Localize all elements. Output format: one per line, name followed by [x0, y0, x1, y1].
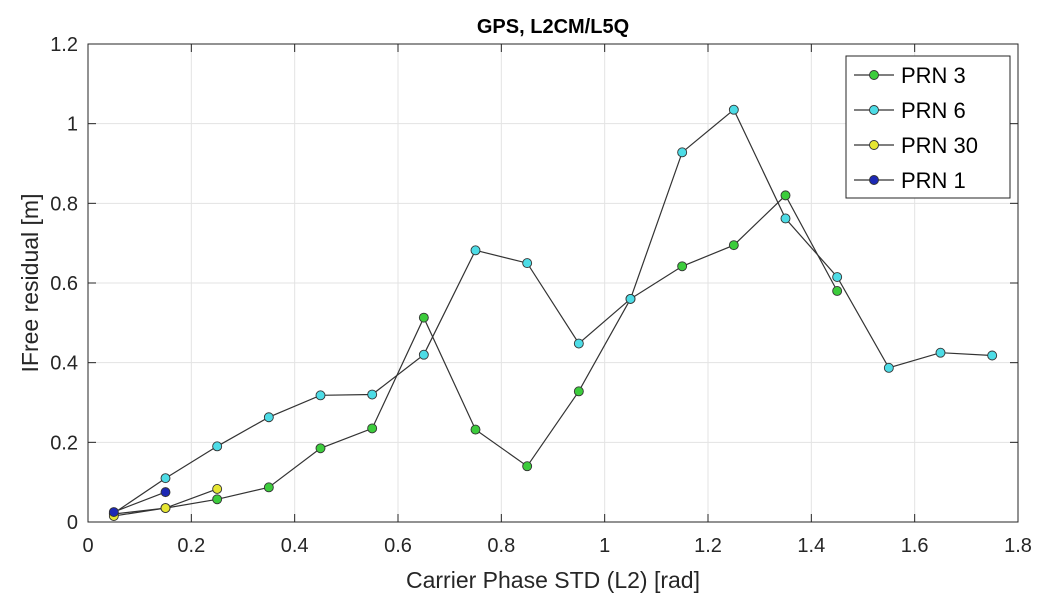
chart-title: GPS, L2CM/L5Q [477, 16, 629, 38]
data-point-prn-3 [780, 190, 791, 201]
data-point-prn-6 [418, 349, 429, 360]
y-axis-title: IFree residual [m] [17, 194, 43, 373]
y-tick-label: 0.2 [50, 432, 78, 454]
data-point-prn-3 [263, 482, 274, 493]
data-point-prn-6 [263, 412, 274, 423]
x-tick-label: 1.4 [797, 535, 825, 557]
x-tick-label: 0.6 [384, 535, 412, 557]
data-point-prn-30 [160, 503, 171, 514]
series-prn-6 [108, 104, 998, 519]
y-tick-label: 0.6 [50, 273, 78, 295]
legend-label-prn-1: PRN 1 [901, 168, 966, 193]
data-point-prn-6 [625, 293, 636, 304]
data-point-prn-3 [212, 494, 223, 505]
data-point-prn-6 [883, 362, 894, 373]
series-group [108, 104, 998, 521]
data-point-prn-6 [470, 245, 481, 256]
legend-entry-prn-30: PRN 30 [854, 133, 978, 158]
data-point-prn-6 [728, 104, 739, 115]
x-tick-label: 1.6 [901, 535, 929, 557]
y-tick-label: 0 [67, 512, 78, 534]
legend-label-prn-3: PRN 3 [901, 63, 966, 88]
legend-marker-prn-30 [869, 140, 879, 150]
x-tick-label: 1.2 [694, 535, 722, 557]
data-point-prn-6 [522, 258, 533, 269]
legend-label-prn-30: PRN 30 [901, 133, 978, 158]
y-tick-label: 1.2 [50, 34, 78, 56]
data-point-prn-3 [522, 461, 533, 472]
y-tick-label: 0.8 [50, 193, 78, 215]
series-line-prn-6 [113, 108, 993, 514]
data-point-prn-6 [367, 389, 378, 400]
x-tick-label: 0.8 [487, 535, 515, 557]
data-point-prn-3 [728, 240, 739, 251]
data-point-prn-1 [160, 487, 171, 498]
legend-marker-prn-1 [869, 175, 879, 185]
y-tick-label: 0.4 [50, 353, 78, 375]
data-point-prn-3 [573, 386, 584, 397]
data-point-prn-6 [832, 272, 843, 282]
x-tick-label: 1 [599, 535, 610, 557]
data-point-prn-6 [935, 347, 946, 358]
data-point-prn-6 [212, 441, 223, 452]
legend-label-prn-6: PRN 6 [901, 98, 966, 123]
data-point-prn-1 [108, 507, 119, 517]
data-point-prn-30 [212, 483, 223, 494]
legend-entry-prn-3: PRN 3 [854, 63, 966, 88]
data-point-prn-6 [160, 473, 171, 484]
x-tick-label: 0.4 [281, 535, 309, 557]
legend-marker-prn-6 [869, 105, 879, 115]
x-axis-title: Carrier Phase STD (L2) [rad] [406, 567, 700, 593]
x-tick-label: 1.8 [1004, 535, 1032, 557]
data-point-prn-3 [418, 312, 429, 323]
y-tick-label: 1 [67, 114, 78, 136]
data-point-prn-6 [987, 350, 998, 361]
axis-ticks: 0 0.2 0.4 0.6 0.8 1 1.2 1.4 1.6 1.8 0 0.2 0.4 0.6 0.8 1… [50, 34, 1032, 557]
series-line-prn-1 [113, 491, 166, 513]
legend: PRN 3 PRN 6 PRN 30 PRN 1 [845, 55, 1011, 199]
data-point-prn-3 [315, 443, 326, 454]
data-point-prn-6 [573, 338, 584, 349]
data-point-prn-3 [677, 261, 688, 272]
x-tick-label: 0 [82, 535, 93, 557]
legend-entry-prn-6: PRN 6 [854, 98, 966, 123]
data-point-prn-3 [470, 424, 481, 435]
legend-marker-prn-3 [869, 70, 879, 80]
grid [88, 44, 1018, 522]
x-tick-label: 0.2 [177, 535, 205, 557]
data-point-prn-3 [832, 286, 843, 296]
data-point-prn-6 [315, 390, 326, 401]
legend-entry-prn-1: PRN 1 [854, 168, 966, 193]
data-point-prn-3 [367, 423, 378, 434]
series-prn-1 [108, 487, 171, 517]
data-point-prn-6 [780, 213, 791, 224]
data-point-prn-6 [677, 147, 688, 158]
